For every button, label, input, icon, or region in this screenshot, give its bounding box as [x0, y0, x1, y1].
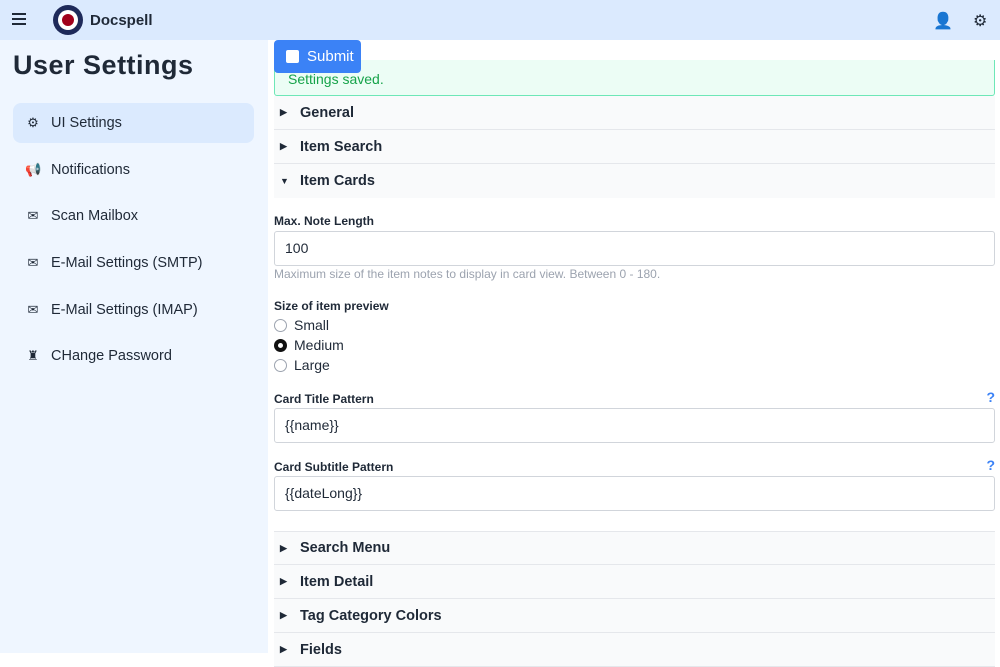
subtitle-pattern-label: Card Subtitle Pattern	[274, 460, 394, 474]
radio-medium[interactable]: Medium	[274, 337, 344, 353]
sidebar-item-smtp[interactable]: ✉ E-Mail Settings (SMTP)	[13, 243, 254, 283]
section-title: Tag Category Colors	[300, 607, 442, 624]
radio-circle[interactable]	[274, 318, 287, 332]
caret-right-icon: ▶	[280, 610, 287, 620]
section-title: Item Cards	[300, 173, 375, 189]
section-item-cards[interactable]: ▼ Item Cards	[274, 164, 995, 198]
radio-small[interactable]: Small	[274, 317, 329, 333]
top-bar: Docspell 👤 ⚙	[0, 0, 1000, 40]
sidebar-item-label: E-Mail Settings (IMAP)	[51, 302, 198, 318]
max-note-input[interactable]: 100	[274, 231, 995, 266]
envelope-icon: ✉	[27, 255, 39, 270]
sidebar-item-label: E-Mail Settings (SMTP)	[51, 255, 203, 271]
settings-icon[interactable]: ⚙	[973, 13, 988, 30]
sidebar-item-label: Notifications	[51, 162, 130, 178]
success-message: Settings saved.	[274, 60, 995, 96]
preview-size-label: Size of item preview	[274, 299, 389, 313]
section-item-detail[interactable]: ▶ Item Detail	[274, 565, 995, 599]
radio-large[interactable]: Large	[274, 357, 330, 373]
section-title: Search Menu	[300, 540, 391, 556]
title-pattern-label: Card Title Pattern	[274, 392, 374, 406]
menu-icon[interactable]	[12, 13, 26, 28]
radio-label: Small	[294, 317, 330, 333]
caret-right-icon: ▶	[280, 141, 287, 151]
caret-right-icon: ▶	[280, 107, 287, 117]
sidebar-item-label: CHange Password	[51, 348, 172, 364]
section-general[interactable]: ▶ General	[274, 96, 995, 130]
sidebar-item-change-password[interactable]: ♜ CHange Password	[13, 336, 254, 376]
section-item-search[interactable]: ▶ Item Search	[274, 130, 995, 164]
submit-button[interactable]: Submit	[274, 40, 361, 73]
brand-name[interactable]: Docspell	[90, 12, 153, 29]
gear-icon: ⚙	[27, 115, 39, 130]
radio-circle[interactable]	[274, 358, 287, 372]
sidebar-item-scan-mailbox[interactable]: ✉ Scan Mailbox	[13, 196, 254, 236]
megaphone-icon: 📢	[25, 162, 42, 177]
sidebar-item-label: UI Settings	[51, 115, 122, 131]
subtitle-pattern-input[interactable]: {{dateLong}}	[274, 476, 995, 511]
caret-right-icon: ▶	[280, 576, 287, 586]
submit-label: Submit	[307, 48, 354, 65]
section-title: Fields	[300, 641, 342, 658]
help-icon[interactable]: ?	[986, 457, 995, 473]
user-secret-icon: ♜	[27, 348, 39, 363]
max-note-hint: Maximum size of the item notes to displa…	[274, 267, 661, 281]
caret-down-icon: ▼	[280, 176, 289, 186]
radio-label: Large	[294, 357, 330, 373]
section-tag-category-colors[interactable]: ▶ Tag Category Colors	[274, 599, 995, 633]
section-search-menu[interactable]: ▶ Search Menu	[274, 531, 995, 565]
radio-label: Medium	[294, 337, 344, 353]
section-title: Item Detail	[300, 573, 374, 590]
user-icon[interactable]: 👤	[933, 13, 953, 30]
page-title: User Settings	[13, 50, 194, 80]
radio-circle[interactable]	[274, 338, 287, 352]
section-title: Item Search	[300, 138, 383, 155]
sidebar-item-notifications[interactable]: 📢 Notifications	[13, 150, 254, 190]
sidebar-item-imap[interactable]: ✉ E-Mail Settings (IMAP)	[13, 290, 254, 330]
caret-right-icon: ▶	[280, 644, 287, 654]
sidebar-item-label: Scan Mailbox	[51, 208, 139, 224]
envelope-icon: ✉	[27, 302, 39, 317]
section-title: General	[300, 104, 354, 121]
max-note-label: Max. Note Length	[274, 214, 375, 228]
sidebar-item-ui-settings[interactable]: ⚙ UI Settings	[13, 103, 254, 143]
envelope-open-icon: ✉	[27, 208, 39, 223]
docspell-logo[interactable]	[53, 5, 83, 35]
caret-right-icon: ▶	[280, 542, 287, 553]
section-fields[interactable]: ▶ Fields	[274, 633, 995, 667]
help-icon[interactable]: ?	[986, 389, 995, 405]
save-icon	[286, 50, 299, 63]
title-pattern-input[interactable]: {{name}}	[274, 408, 995, 443]
